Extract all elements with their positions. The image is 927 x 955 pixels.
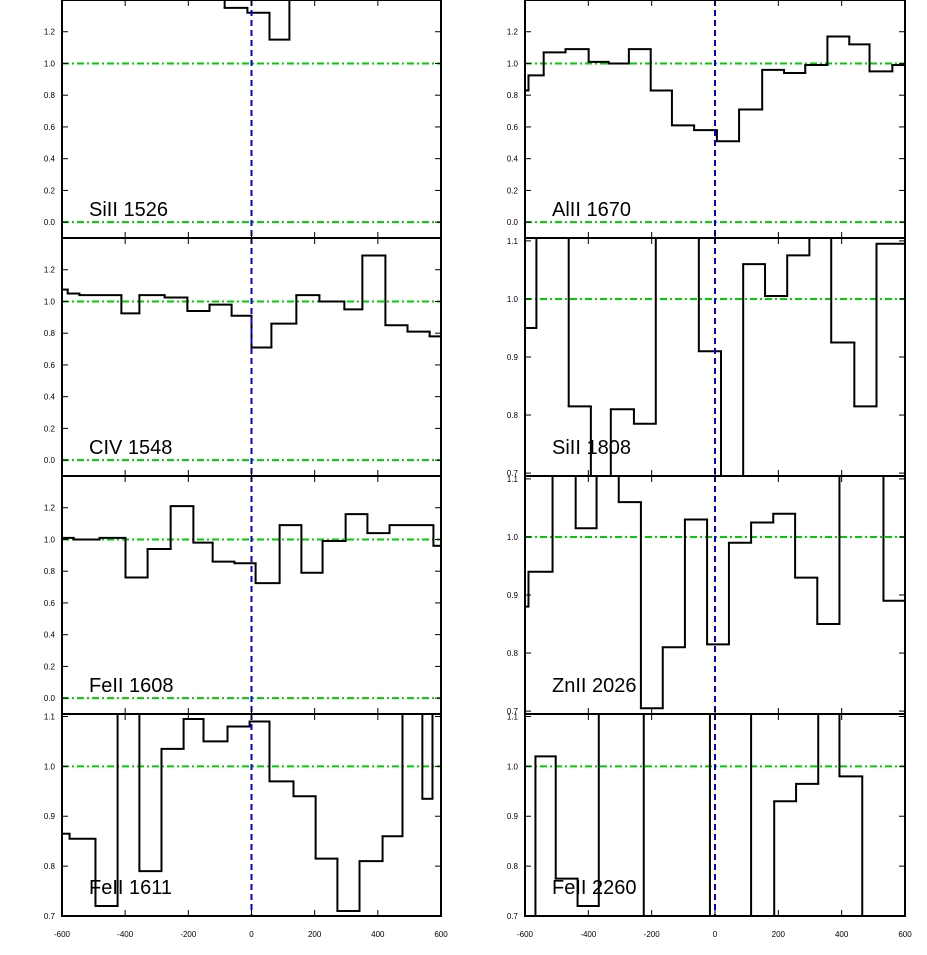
- panel: 0.7 0.8 0.9 1.0 1.1 ZnII 2026: [507, 475, 906, 716]
- panel: 0.7 0.8 0.9 1.0 1.1 -600 -400 -200 0 200 400 600 FeI…: [507, 712, 912, 939]
- y-tick-label: 1.0: [507, 533, 519, 542]
- y-tick-label: 1.0: [44, 297, 56, 306]
- y-tick-label: 1.0: [44, 59, 56, 68]
- line-label: SiII 1526: [89, 199, 168, 221]
- x-tick-label: 0: [249, 930, 254, 939]
- x-tick-label: -200: [180, 930, 197, 939]
- x-tick-label: 400: [371, 930, 385, 939]
- line-label: SiII 1808: [552, 437, 631, 459]
- x-tick-label: 600: [898, 930, 912, 939]
- y-tick-label: 0.0: [507, 218, 519, 227]
- plot-area: [62, 476, 441, 714]
- y-tick-label: 1.1: [44, 712, 56, 721]
- y-tick-label: 0.7: [44, 912, 56, 921]
- y-tick-label: 1.1: [507, 475, 519, 484]
- panel: 0.0 0.2 0.4 0.6 0.8 1.0 1.2 AlII 1670: [507, 0, 906, 239]
- y-tick-label: 0.0: [44, 694, 56, 703]
- y-tick-label: 1.0: [44, 762, 56, 771]
- y-tick-label: 0.6: [44, 599, 56, 608]
- y-tick-label: 1.1: [507, 712, 519, 721]
- plot-area: [525, 476, 905, 714]
- y-tick-label: 0.7: [507, 469, 519, 478]
- y-tick-label: 0.2: [44, 424, 56, 433]
- y-tick-label: 1.0: [44, 535, 56, 544]
- frame: [61, 713, 442, 917]
- y-tick-label: 1.2: [44, 266, 56, 275]
- y-tick-label: 0.6: [44, 123, 56, 132]
- y-tick-label: 1.2: [507, 28, 519, 37]
- y-tick-label: 1.2: [44, 504, 56, 513]
- x-tick-label: 200: [308, 930, 322, 939]
- plot-area: [62, 714, 441, 916]
- y-tick-label: 0.7: [507, 707, 519, 716]
- y-tick-label: 0.4: [44, 631, 56, 640]
- y-tick-label: 0.4: [507, 155, 519, 164]
- y-tick-label: 0.9: [507, 591, 519, 600]
- y-tick-label: 0.9: [507, 353, 519, 362]
- y-tick-label: 0.8: [44, 91, 56, 100]
- y-tick-label: 0.2: [44, 662, 56, 671]
- frame: [524, 713, 906, 917]
- x-tick-label: 600: [434, 930, 448, 939]
- y-tick-label: 1.0: [507, 295, 519, 304]
- x-tick-label: -600: [517, 930, 534, 939]
- y-tick-label: 0.8: [507, 862, 519, 871]
- y-tick-label: 0.8: [507, 91, 519, 100]
- y-tick-label: 0.0: [44, 218, 56, 227]
- panel: 0.0 0.2 0.4 0.6 0.8 1.0 1.2 CIV 1548: [44, 237, 442, 477]
- y-tick-label: 0.8: [44, 862, 56, 871]
- y-tick-label: 0.6: [44, 361, 56, 370]
- y-tick-label: 0.7: [507, 912, 519, 921]
- plot-area: [525, 714, 905, 916]
- y-tick-label: 0.8: [507, 649, 519, 658]
- y-tick-label: 0.2: [507, 186, 519, 195]
- line-label: FeII 1608: [89, 675, 174, 697]
- y-tick-label: 0.8: [44, 567, 56, 576]
- x-tick-label: -400: [117, 930, 134, 939]
- y-tick-label: 0.4: [44, 393, 56, 402]
- x-tick-label: 400: [835, 930, 849, 939]
- x-tick-label: 200: [772, 930, 786, 939]
- x-tick-label: -200: [644, 930, 661, 939]
- line-label: ZnII 2026: [552, 675, 637, 697]
- y-tick-label: 0.4: [44, 155, 56, 164]
- line-label: AlII 1670: [552, 199, 631, 221]
- y-tick-label: 1.1: [507, 237, 519, 246]
- y-tick-label: 0.8: [44, 329, 56, 338]
- plot-area: [525, 0, 905, 238]
- y-tick-label: 0.6: [507, 123, 519, 132]
- x-tick-label: -400: [580, 930, 597, 939]
- plot-area: [62, 238, 441, 476]
- line-label: FeII 2260: [552, 877, 637, 899]
- y-tick-label: 1.2: [44, 28, 56, 37]
- y-tick-label: 0.0: [44, 456, 56, 465]
- line-label: CIV 1548: [89, 437, 172, 459]
- panel: 0.7 0.8 0.9 1.0 1.1 SiII 1808: [507, 237, 906, 478]
- plot-area: [525, 238, 905, 476]
- line-label: FeII 1611: [89, 877, 172, 899]
- y-tick-label: 0.9: [507, 812, 519, 821]
- y-tick-label: 0.8: [507, 411, 519, 420]
- panel: 0.7 0.8 0.9 1.0 1.1 -600 -400 -200 0 200 400 600 FeI…: [44, 712, 448, 939]
- y-tick-label: 0.9: [44, 812, 56, 821]
- y-tick-label: 1.0: [507, 59, 519, 68]
- x-tick-label: 0: [713, 930, 718, 939]
- panel: 0.0 0.2 0.4 0.6 0.8 1.0 1.2 SiII 1526: [44, 0, 442, 239]
- plot-area: [62, 0, 441, 238]
- panel: 0.0 0.2 0.4 0.6 0.8 1.0 1.2 FeII 1608: [44, 475, 442, 715]
- y-tick-label: 0.2: [44, 186, 56, 195]
- x-tick-label: -600: [54, 930, 71, 939]
- y-tick-label: 1.0: [507, 762, 519, 771]
